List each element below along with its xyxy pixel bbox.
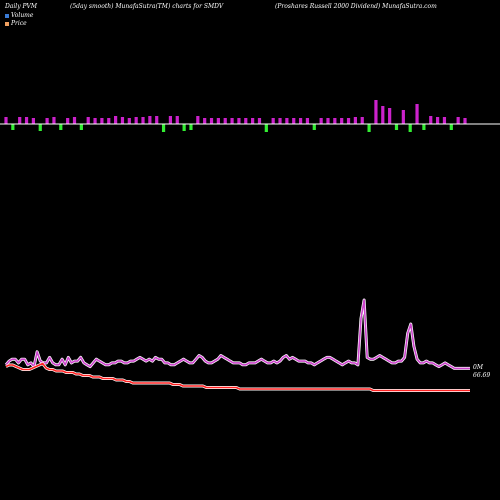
volume-bar bbox=[161, 124, 166, 132]
volume-bar bbox=[203, 118, 207, 124]
volume-bar bbox=[333, 118, 337, 124]
volume-bar bbox=[148, 116, 152, 124]
volume-bar bbox=[114, 116, 118, 124]
volume-line-outline bbox=[4, 298, 470, 370]
volume-bar bbox=[107, 118, 111, 124]
volume-bar bbox=[278, 118, 282, 124]
volume-bar bbox=[244, 118, 248, 124]
volume-bar bbox=[271, 118, 275, 124]
legend-volume-label: Volume bbox=[11, 12, 34, 19]
volume-bar bbox=[209, 118, 214, 124]
price-end-label: 66.69 bbox=[473, 372, 490, 379]
volume-bar bbox=[230, 118, 234, 124]
volume-bar bbox=[216, 118, 220, 124]
volume-bar bbox=[189, 124, 193, 130]
volume-line bbox=[5, 299, 470, 370]
legend-volume: Volume bbox=[5, 12, 33, 19]
volume-bar bbox=[285, 118, 289, 124]
volume-bar bbox=[79, 124, 83, 130]
volume-bar bbox=[4, 117, 8, 124]
volume-bar bbox=[442, 117, 447, 124]
price-line-outline bbox=[5, 362, 470, 392]
legend-volume-swatch bbox=[5, 13, 9, 18]
volume-bar bbox=[134, 117, 138, 124]
volume-bar bbox=[223, 118, 227, 124]
volume-bar bbox=[264, 124, 268, 132]
volume-bar bbox=[100, 118, 104, 124]
volume-bar bbox=[38, 124, 42, 131]
volume-end-label: 0M bbox=[473, 364, 484, 371]
volume-bar bbox=[141, 117, 145, 124]
volume-bar bbox=[305, 118, 310, 124]
volume-bar bbox=[456, 117, 460, 124]
volume-bar bbox=[155, 116, 159, 124]
volume-bar bbox=[168, 116, 173, 124]
volume-bar bbox=[72, 117, 77, 124]
volume-bar bbox=[120, 117, 125, 124]
volume-bar bbox=[182, 124, 186, 131]
volume-bar bbox=[463, 118, 467, 124]
volume-bar bbox=[24, 117, 29, 124]
volume-bar bbox=[93, 118, 97, 124]
volume-bar bbox=[360, 117, 364, 124]
chart-header-center: (5day smooth) MunafaSutra(TM) charts for… bbox=[70, 3, 224, 10]
series-lines bbox=[4, 298, 470, 392]
volume-bar bbox=[353, 117, 357, 124]
volume-bar bbox=[59, 124, 63, 130]
volume-bars bbox=[4, 100, 467, 132]
volume-bar bbox=[312, 124, 316, 130]
volume-bar bbox=[374, 100, 378, 124]
volume-bar bbox=[381, 106, 385, 124]
volume-bar bbox=[196, 116, 200, 124]
volume-bar bbox=[237, 118, 241, 124]
volume-bar bbox=[292, 118, 296, 124]
volume-bar bbox=[429, 116, 433, 124]
price-line bbox=[5, 362, 470, 392]
volume-bar bbox=[66, 118, 70, 124]
volume-bar bbox=[388, 108, 392, 124]
volume-bar bbox=[340, 118, 344, 124]
volume-bar bbox=[298, 118, 303, 124]
volume-bar bbox=[326, 118, 330, 124]
volume-bar bbox=[401, 110, 405, 124]
volume-bar bbox=[175, 116, 179, 124]
volume-bar bbox=[449, 124, 453, 130]
volume-bar bbox=[127, 118, 131, 124]
chart-header-left: Daily PVM bbox=[5, 3, 38, 10]
legend-price: Price bbox=[5, 20, 27, 27]
volume-bar bbox=[52, 117, 56, 124]
volume-bar bbox=[11, 124, 15, 130]
legend-price-label: Price bbox=[11, 20, 27, 27]
volume-bar bbox=[346, 118, 351, 124]
volume-bar bbox=[86, 117, 90, 124]
volume-bar bbox=[367, 124, 371, 132]
volume-bar bbox=[394, 124, 399, 130]
volume-bar bbox=[251, 118, 255, 124]
volume-bar bbox=[257, 118, 262, 124]
volume-bar bbox=[408, 124, 412, 132]
volume-bar bbox=[31, 118, 36, 124]
volume-bar bbox=[435, 117, 440, 124]
volume-bar bbox=[415, 104, 419, 124]
chart-header-right: (Proshares Russell 2000 Dividend) Munafa… bbox=[275, 3, 437, 10]
volume-bar bbox=[45, 118, 49, 124]
volume-bar bbox=[319, 118, 323, 124]
legend-price-swatch bbox=[5, 21, 9, 26]
volume-bar bbox=[422, 124, 426, 130]
volume-bar bbox=[18, 117, 22, 124]
